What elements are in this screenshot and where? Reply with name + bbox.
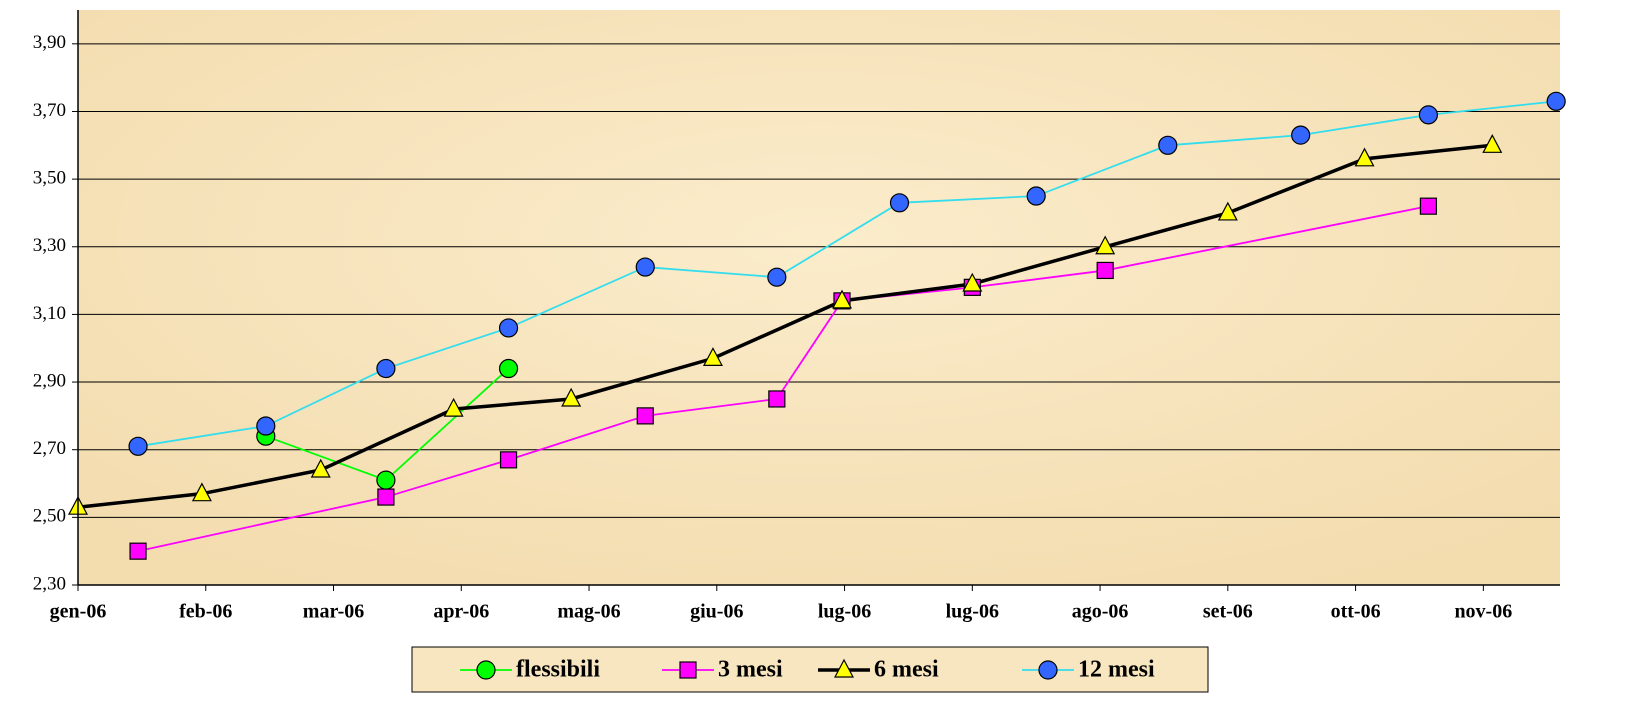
legend-marker [476, 660, 496, 680]
marker [1482, 134, 1503, 153]
legend [411, 646, 1209, 693]
y-tick-label: 2,70 [33, 438, 66, 459]
legend-label: 12 mesi [1078, 657, 1155, 683]
x-tick-label: gen-06 [50, 601, 107, 623]
marker [768, 390, 786, 408]
x-tick-label: set-06 [1203, 601, 1253, 623]
y-tick-label: 3,10 [33, 303, 66, 324]
marker [310, 458, 331, 478]
x-tick-label: mag-06 [557, 601, 620, 623]
marker [1291, 125, 1311, 145]
marker [1217, 201, 1238, 221]
legend-label: flessibili [516, 657, 600, 683]
marker [499, 451, 518, 469]
marker [702, 347, 723, 366]
marker [1096, 261, 1114, 280]
marker [635, 257, 655, 277]
marker [377, 488, 395, 506]
marker [1354, 147, 1375, 167]
marker [1158, 135, 1178, 155]
y-tick-label: 3,90 [33, 32, 66, 53]
marker [376, 470, 396, 490]
legend-item: 6 mesi [818, 657, 939, 683]
marker [498, 358, 519, 379]
legend-marker [1038, 660, 1058, 680]
x-tick-label: nov-06 [1454, 601, 1512, 623]
marker [561, 387, 582, 407]
marker [191, 482, 212, 502]
y-tick-label: 3,30 [33, 235, 66, 256]
x-tick-label: ott-06 [1331, 601, 1381, 623]
marker [767, 267, 787, 287]
plot-area [78, 10, 1560, 585]
marker [636, 407, 654, 425]
x-tick-label: mar-06 [303, 601, 364, 623]
x-tick-label: lug-06 [818, 601, 871, 623]
series-line [137, 100, 1557, 448]
marker [1095, 235, 1116, 255]
legend-item: 12 mesi [1022, 657, 1155, 683]
y-tick-label: 2,90 [33, 370, 66, 391]
marker [256, 416, 276, 436]
marker [443, 397, 464, 417]
marker [1546, 91, 1566, 111]
marker [1419, 197, 1438, 215]
marker [1418, 105, 1439, 125]
y-tick-label: 3,70 [33, 100, 66, 121]
legend-marker [834, 658, 854, 678]
x-tick-label: giu-06 [690, 601, 743, 623]
marker [889, 193, 910, 213]
legend-marker [679, 661, 697, 679]
x-tick-label: feb-06 [179, 601, 232, 623]
y-tick-label: 2,30 [33, 573, 66, 594]
x-tick-label: lug-06 [946, 601, 999, 623]
legend-item: flessibili [460, 657, 600, 683]
marker [129, 542, 147, 560]
x-tick-label: apr-06 [433, 601, 489, 623]
legend-label: 3 mesi [718, 657, 783, 683]
marker [128, 436, 148, 456]
marker [376, 358, 396, 379]
legend-item: 3 mesi [662, 657, 783, 683]
marker [962, 272, 983, 292]
series-line [77, 143, 1493, 509]
marker [1026, 186, 1046, 206]
y-tick-label: 2,50 [33, 506, 66, 527]
marker [498, 318, 519, 338]
y-tick-label: 3,50 [33, 167, 66, 188]
marker [832, 289, 852, 309]
x-tick-label: ago-06 [1072, 601, 1129, 623]
legend-label: 6 mesi [874, 657, 939, 683]
